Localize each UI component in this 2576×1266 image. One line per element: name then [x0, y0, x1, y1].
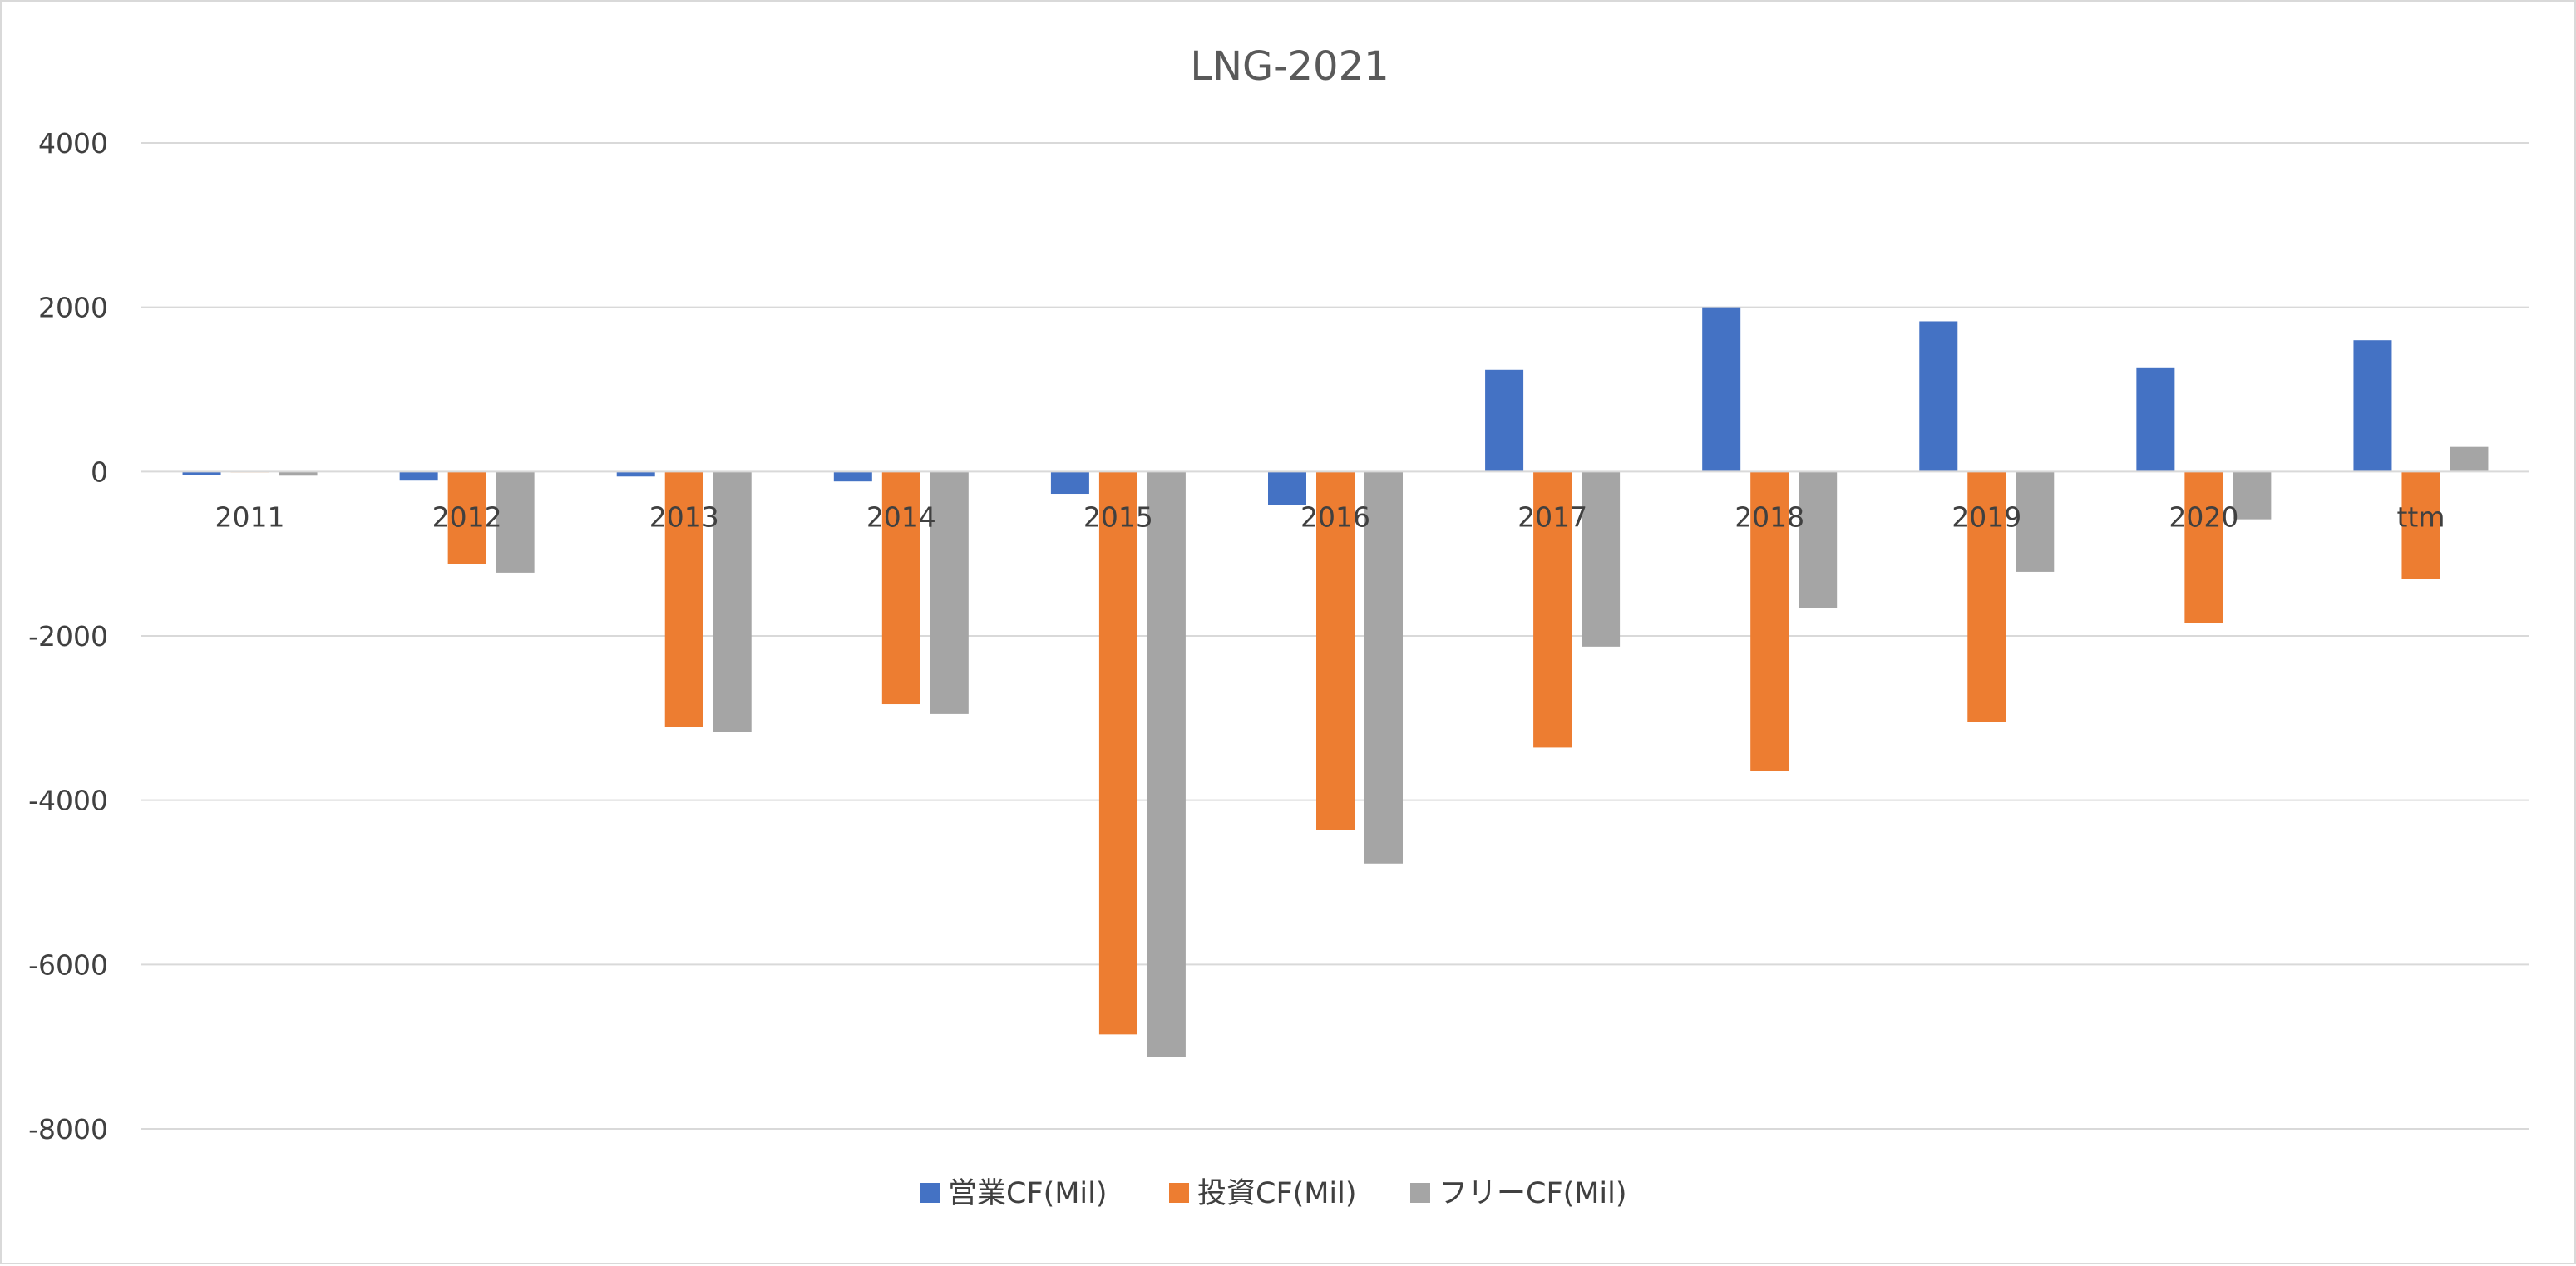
bar-2018-series-0: [1702, 307, 1741, 472]
bar-2014-series-2: [930, 471, 969, 714]
bar-2020-series-0: [2136, 367, 2175, 472]
x-tick-label: 2013: [649, 500, 719, 533]
bar-2014-series-0: [833, 471, 872, 482]
bar-2013-series-0: [616, 471, 655, 477]
bar-ttm-series-1: [2401, 471, 2440, 579]
y-tick-label: -4000: [28, 785, 108, 817]
bar-ttm-series-2: [2450, 446, 2489, 472]
y-tick-label: -8000: [28, 1113, 108, 1145]
y-tick-label: 4000: [38, 127, 108, 160]
bar-ttm-series-0: [2353, 340, 2392, 472]
bar-2017-series-2: [1582, 471, 1621, 647]
x-axis: 2011 2012 2013 2014 2015 2016 2017 2018 2019 2020…: [215, 500, 2445, 533]
bars: [182, 307, 2489, 1057]
x-tick-label: 2015: [1083, 500, 1153, 533]
y-axis: 4000 2000 0 -2000 -4000 -6000 -8000: [28, 127, 108, 1145]
bar-2015-series-0: [1050, 471, 1089, 495]
bar-2012-series-1: [447, 471, 486, 564]
bar-2016-series-1: [1316, 471, 1355, 830]
bar-2013-series-2: [713, 471, 752, 732]
x-tick-label: 2012: [432, 500, 502, 533]
legend-swatch: [920, 1183, 940, 1203]
bar-2015-series-1: [1098, 471, 1137, 1035]
bar-2017-series-0: [1485, 369, 1524, 472]
bar-2014-series-1: [881, 471, 920, 705]
bar-2011-series-2: [279, 471, 318, 476]
bar-2013-series-1: [664, 471, 703, 727]
y-tick-label: 0: [91, 456, 108, 488]
y-tick-label: 2000: [38, 292, 108, 324]
legend-label: 営業CF(Mil): [948, 1177, 1108, 1210]
legend-swatch: [1169, 1183, 1189, 1203]
bar-2015-series-2: [1147, 471, 1186, 1057]
x-tick-label: 2019: [1952, 500, 2021, 533]
legend-swatch: [1410, 1183, 1430, 1203]
x-tick-label: 2011: [215, 500, 285, 533]
legend: 営業CF(Mil) 投資CF(Mil) フリーCF(Mil): [920, 1177, 1627, 1210]
bar-2020-series-2: [2233, 471, 2272, 520]
bar-2016-series-2: [1364, 471, 1403, 864]
legend-item: 投資CF(Mil): [1169, 1177, 1357, 1210]
x-tick-label: 2014: [866, 500, 936, 533]
bar-2019-series-2: [2016, 471, 2055, 572]
legend-label: 投資CF(Mil): [1197, 1177, 1357, 1210]
bar-2020-series-1: [2184, 471, 2223, 623]
x-tick-label: ttm: [2396, 500, 2445, 533]
bar-2012-series-0: [399, 471, 438, 481]
bar-2019-series-0: [1919, 321, 1958, 472]
bar-2016-series-0: [1268, 471, 1306, 505]
y-tick-label: -2000: [28, 620, 108, 653]
bar-2019-series-1: [1967, 471, 2006, 722]
legend-label: フリーCF(Mil): [1439, 1177, 1627, 1210]
x-tick-label: 2018: [1735, 500, 1804, 533]
legend-item: フリーCF(Mil): [1410, 1177, 1627, 1210]
x-tick-label: 2020: [2169, 500, 2238, 533]
bar-2018-series-2: [1799, 471, 1838, 608]
x-tick-label: 2016: [1300, 500, 1370, 533]
bar-2017-series-1: [1533, 471, 1572, 748]
chart-title: LNG-2021: [1190, 43, 1389, 90]
legend-item: 営業CF(Mil): [920, 1177, 1108, 1210]
bar-2012-series-2: [496, 471, 535, 573]
bar-2011-series-0: [182, 471, 221, 475]
x-tick-label: 2017: [1517, 500, 1587, 533]
bar-2018-series-1: [1750, 471, 1789, 771]
y-tick-label: -6000: [28, 948, 108, 981]
